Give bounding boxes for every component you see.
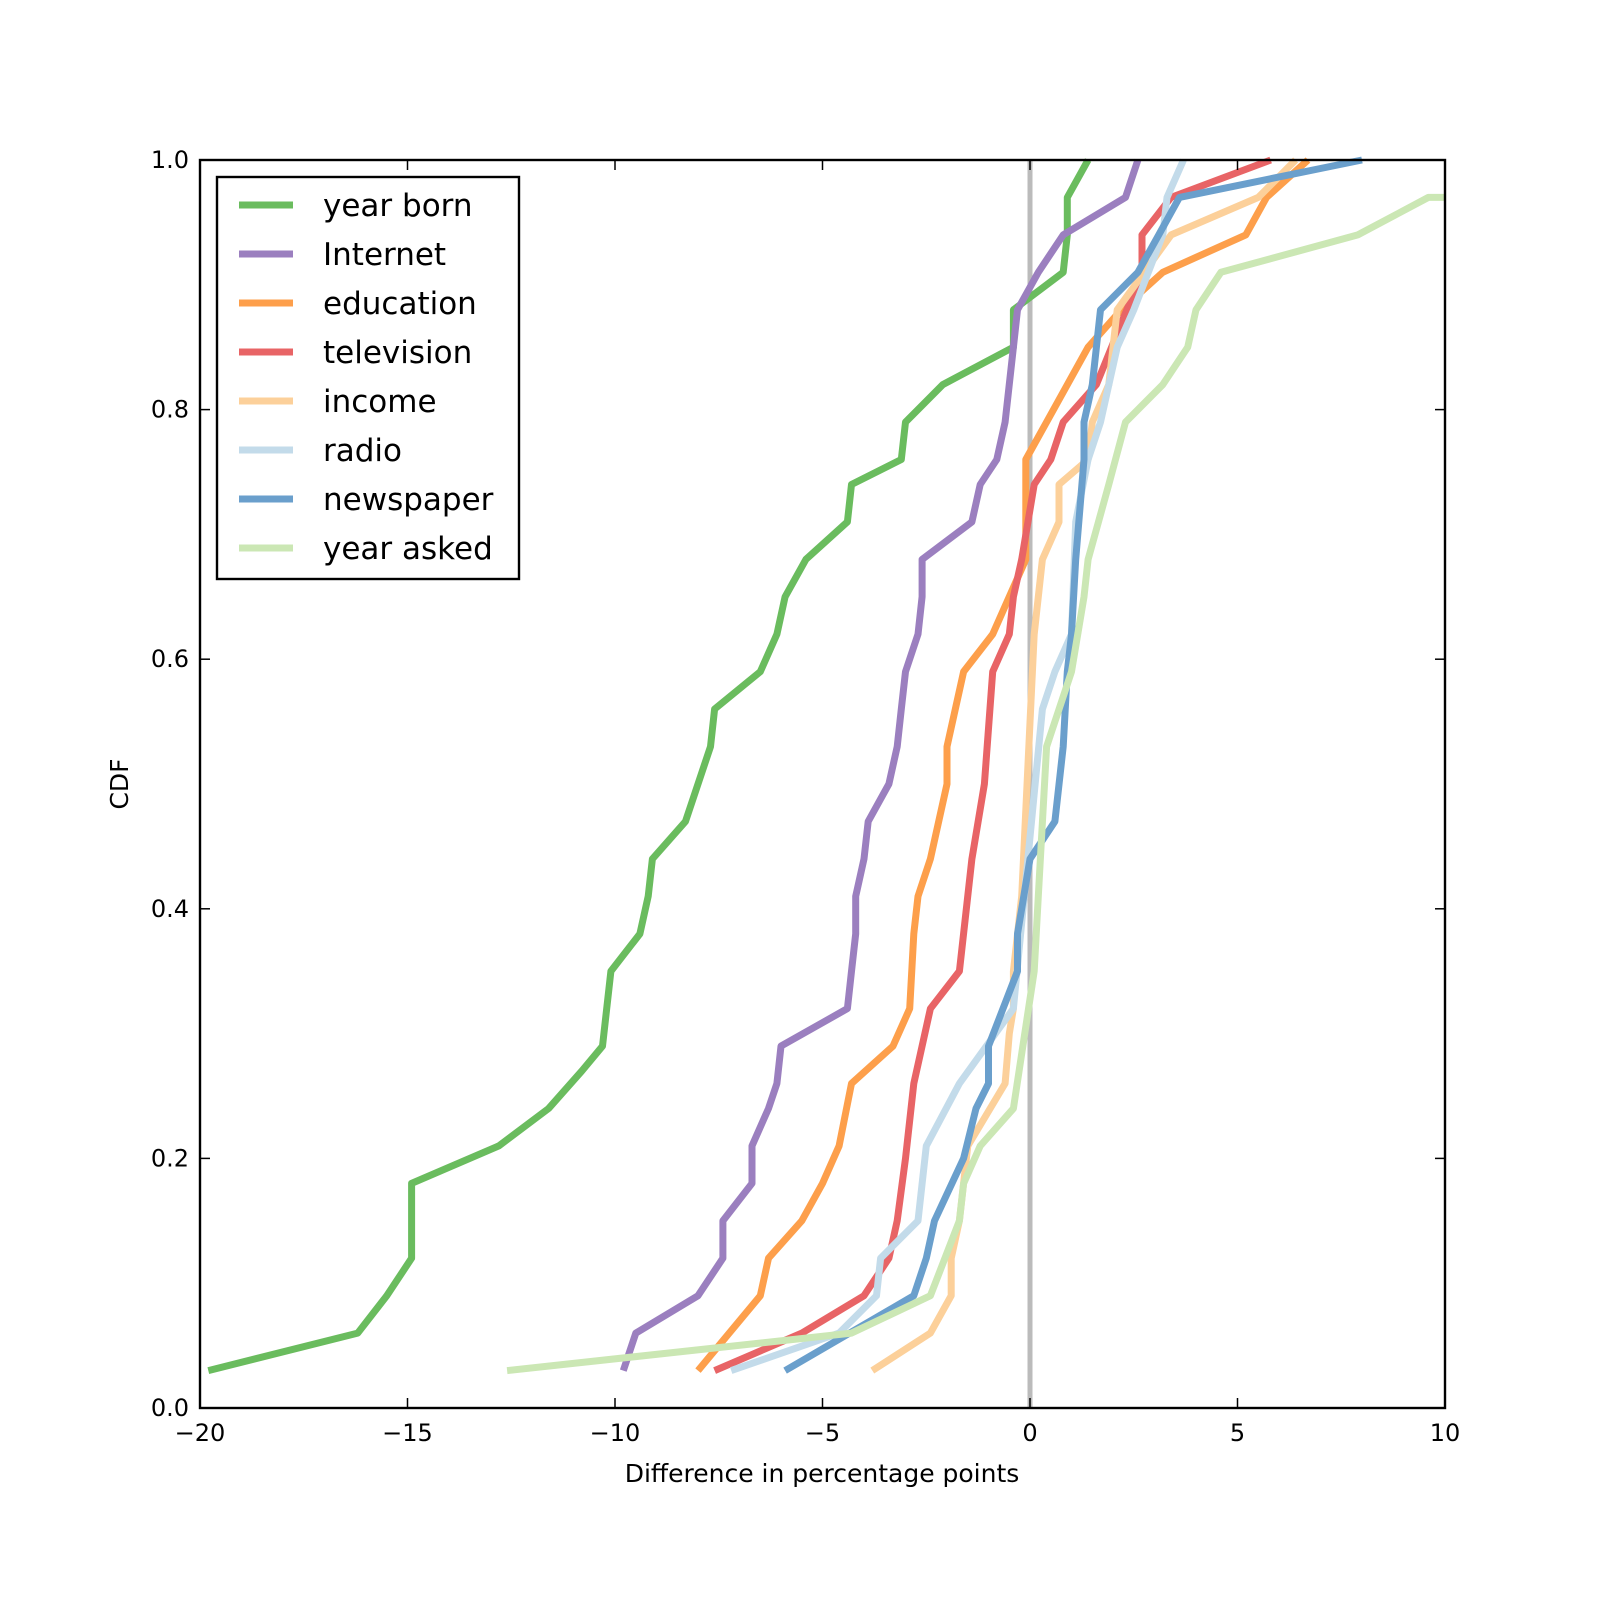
y-tick-label: 0.6	[151, 645, 189, 673]
y-tick-label: 1.0	[151, 146, 189, 174]
series-layer	[207, 156, 1445, 1375]
legend-label-radio: radio	[323, 433, 402, 469]
x-tick-label: −5	[805, 1419, 840, 1447]
x-axis-title: Difference in percentage points	[625, 1459, 1020, 1488]
y-tick-label: 0.2	[151, 1144, 189, 1172]
legend-label-year-born: year born	[323, 188, 473, 224]
x-tick-label: −10	[590, 1419, 641, 1447]
legend-label-television: television	[323, 335, 472, 371]
y-tick-label: 0.8	[151, 396, 189, 424]
legend-label-newspaper: newspaper	[323, 482, 494, 518]
x-tick-label: 5	[1230, 1419, 1245, 1447]
legend-label-income: income	[323, 384, 437, 420]
x-tick-label: −15	[382, 1419, 433, 1447]
y-tick-label: 0.0	[151, 1394, 189, 1422]
legend: year born Internet education television inco…	[215, 175, 521, 581]
y-tick-label: 0.4	[151, 895, 189, 923]
x-tick-label: −20	[175, 1419, 226, 1447]
series-line-newspaper	[783, 156, 1363, 1374]
x-tick-label: 0	[1022, 1419, 1037, 1447]
legend-label-internet: Internet	[323, 237, 446, 273]
series-line-internet	[619, 158, 1142, 1372]
y-axis-title: CDF	[105, 758, 134, 809]
legend-label-year-asked: year asked	[323, 531, 493, 567]
legend-box	[215, 175, 521, 581]
series-line-radio	[730, 158, 1187, 1374]
series-line-year-born	[207, 158, 1092, 1374]
tick-layer: −20 −15 −10 −5 0 5 10 0.0 0.2 0.4 0.6 0.8 1.0	[151, 146, 1460, 1447]
legend-label-education: education	[323, 286, 477, 322]
x-tick-label: 10	[1430, 1419, 1461, 1447]
series-line-year-asked	[506, 193, 1445, 1375]
legend-items: year born Internet education television inco…	[239, 188, 494, 567]
